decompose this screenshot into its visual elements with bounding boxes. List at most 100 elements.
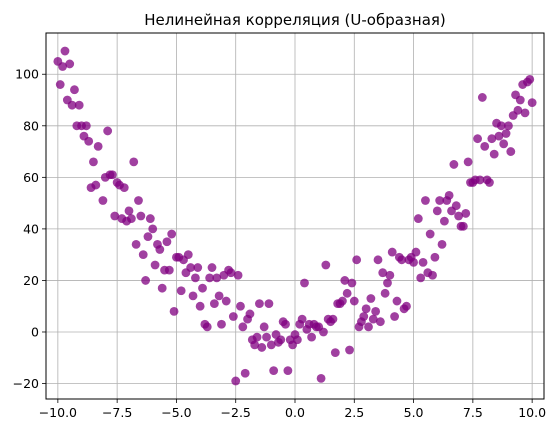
data-point xyxy=(91,180,101,190)
y-tick-label: −20 xyxy=(13,376,39,391)
data-point xyxy=(183,250,193,260)
data-point xyxy=(496,121,506,131)
x-tick-label: 7.5 xyxy=(463,405,483,420)
data-point xyxy=(409,257,418,267)
data-point xyxy=(240,368,250,378)
data-point xyxy=(501,129,511,138)
data-point xyxy=(477,93,487,102)
data-point xyxy=(435,196,445,205)
data-point xyxy=(141,276,151,285)
data-point xyxy=(252,332,262,342)
x-tick-label: −7.5 xyxy=(102,405,132,420)
data-point xyxy=(226,268,236,278)
data-point xyxy=(428,270,437,280)
data-point xyxy=(347,278,357,288)
y-tick-label: 100 xyxy=(15,67,39,82)
data-point xyxy=(245,309,255,319)
data-point xyxy=(397,255,407,265)
data-point xyxy=(103,126,113,136)
data-point xyxy=(319,327,328,337)
data-point xyxy=(70,85,79,95)
data-point xyxy=(186,263,196,272)
x-tick-label: 10.0 xyxy=(518,405,546,420)
data-point xyxy=(506,147,516,156)
data-point xyxy=(136,211,146,221)
data-point xyxy=(387,247,397,257)
data-point xyxy=(269,366,279,376)
data-point xyxy=(134,196,143,205)
data-point xyxy=(421,196,430,205)
data-point xyxy=(119,183,129,193)
data-point xyxy=(217,319,226,329)
data-point xyxy=(212,273,222,283)
data-point xyxy=(191,273,200,283)
data-point xyxy=(371,306,381,316)
data-point xyxy=(65,59,75,69)
data-point xyxy=(143,232,153,242)
data-point xyxy=(228,312,238,321)
data-point xyxy=(416,273,426,283)
y-tick-label: 60 xyxy=(23,170,39,185)
data-point xyxy=(463,157,473,167)
data-point xyxy=(385,270,395,280)
data-point xyxy=(352,255,362,265)
y-tick-label: 0 xyxy=(31,324,39,339)
data-point xyxy=(499,139,509,149)
data-point xyxy=(418,257,428,267)
data-point xyxy=(60,46,70,56)
data-point xyxy=(345,345,354,355)
data-point xyxy=(392,296,402,306)
data-point xyxy=(202,322,212,332)
data-point xyxy=(84,136,94,146)
data-point xyxy=(195,301,205,311)
x-tick-label: 5.0 xyxy=(404,405,424,420)
data-point xyxy=(155,245,165,254)
data-point xyxy=(454,211,464,221)
data-point xyxy=(359,312,369,321)
data-point xyxy=(209,299,219,309)
data-point xyxy=(513,105,523,115)
data-point xyxy=(487,134,497,144)
data-point xyxy=(126,214,136,223)
data-point xyxy=(300,278,309,288)
data-point xyxy=(504,121,513,131)
data-point xyxy=(150,260,160,270)
data-point xyxy=(162,237,172,247)
data-points xyxy=(53,46,537,386)
data-point xyxy=(380,288,390,298)
data-point xyxy=(366,294,376,303)
data-point xyxy=(276,335,286,345)
data-point xyxy=(231,376,241,386)
data-point xyxy=(349,296,359,306)
y-axis: −20 0 20 40 60 80 100 xyxy=(13,67,46,391)
data-point xyxy=(340,276,350,285)
data-point xyxy=(238,322,248,332)
data-point xyxy=(485,178,494,187)
data-point xyxy=(292,335,302,345)
data-point xyxy=(98,196,108,205)
data-point xyxy=(489,149,499,159)
data-point xyxy=(81,121,91,131)
data-point xyxy=(255,299,264,309)
data-point xyxy=(167,229,177,239)
data-point xyxy=(368,314,378,324)
data-point xyxy=(378,268,388,278)
x-tick-label: 2.5 xyxy=(344,405,364,420)
data-point xyxy=(129,157,139,167)
data-point xyxy=(264,299,274,309)
data-point xyxy=(361,304,371,314)
chart-title: Нелинейная корреляция (U-образная) xyxy=(144,11,446,29)
data-point xyxy=(145,214,155,223)
data-point xyxy=(58,62,67,71)
data-point xyxy=(164,265,174,275)
data-point xyxy=(193,263,203,272)
data-point xyxy=(390,312,399,321)
data-point xyxy=(527,98,537,107)
data-point xyxy=(437,239,447,249)
data-point xyxy=(449,160,459,169)
data-point xyxy=(297,314,307,324)
x-tick-label: 0.0 xyxy=(285,405,305,420)
data-point xyxy=(148,224,158,234)
data-point xyxy=(214,291,224,301)
data-point xyxy=(281,319,290,329)
